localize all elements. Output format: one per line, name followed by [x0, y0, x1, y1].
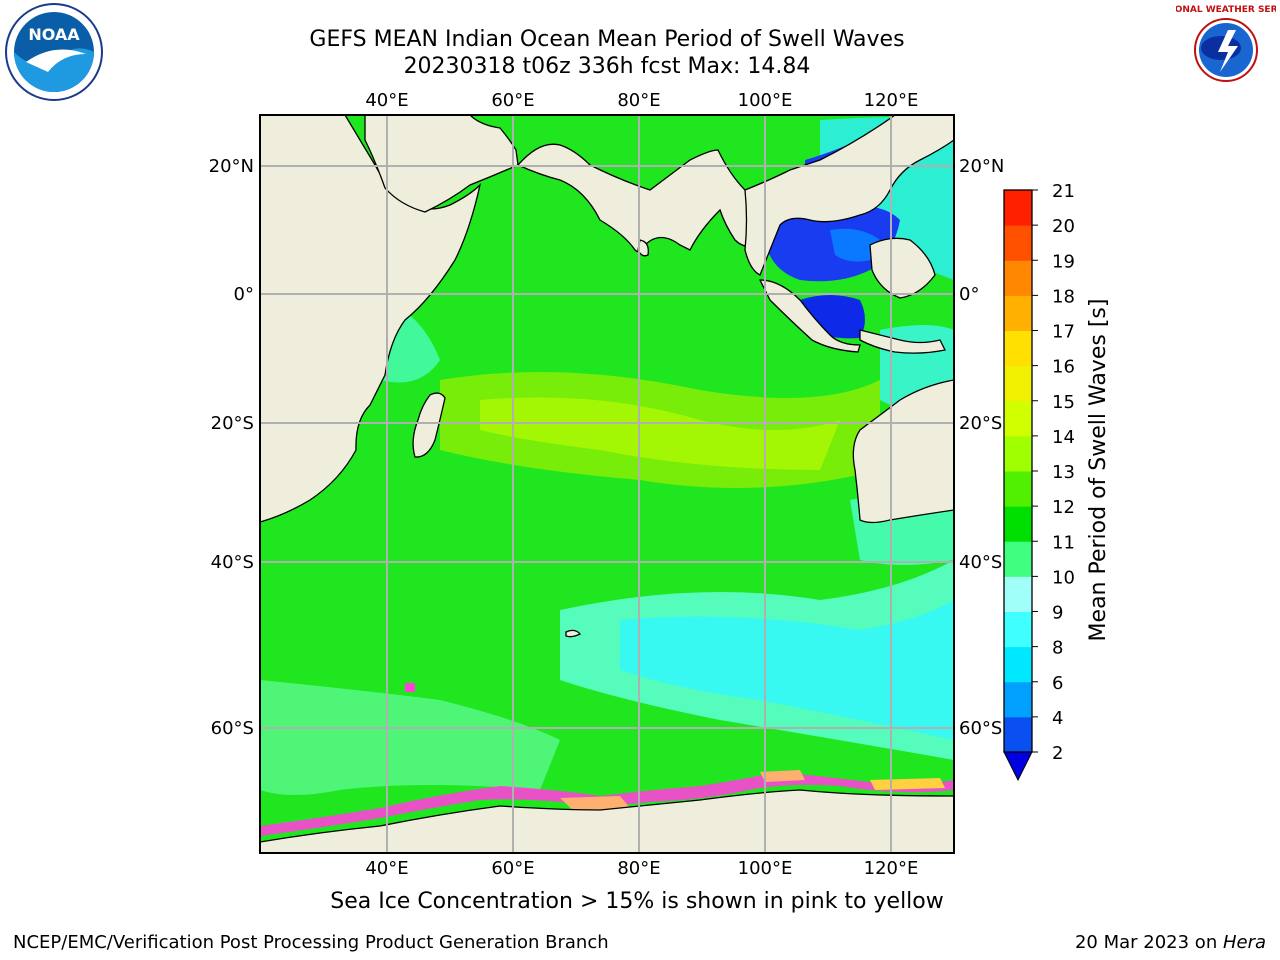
lon-label-bottom-120e: 120°E	[864, 858, 919, 879]
lon-label-top-80e: 80°E	[617, 90, 660, 111]
lat-label-right-60s: 60°S	[959, 718, 1002, 739]
lon-label-bottom-40e: 40°E	[365, 858, 408, 879]
lat-label-left-20n: 20°N	[209, 156, 254, 177]
nws-logo-text: NATIONAL WEATHER SERVICE	[1176, 5, 1276, 15]
colorbar-tick-label: 9	[1052, 603, 1063, 624]
lon-label-bottom-60e: 60°E	[491, 858, 534, 879]
lon-label-bottom-80e: 80°E	[617, 858, 660, 879]
lon-label-top-120e: 120°E	[864, 90, 919, 111]
lat-label-right-20s: 20°S	[959, 413, 1002, 434]
colorbar-under-arrow	[1003, 751, 1033, 782]
map-title: GEFS MEAN Indian Ocean Mean Period of Sw…	[309, 27, 905, 52]
colorbar-swatch	[1004, 435, 1032, 472]
colorbar-swatch	[1004, 681, 1032, 718]
footer-host: Hera	[1222, 932, 1266, 953]
colorbar-tick-label: 16	[1052, 357, 1075, 378]
colorbar-swatch	[1004, 716, 1032, 753]
footer-date-text: 20 Mar 2023 on	[1074, 932, 1223, 953]
map-frame	[259, 114, 955, 854]
lat-label-right-20n: 20°N	[959, 156, 1004, 177]
colorbar-swatch	[1004, 611, 1032, 648]
lon-label-bottom-100e: 100°E	[738, 858, 793, 879]
nws-logo: NATIONAL WEATHER SERVICE	[1151, 0, 1280, 100]
colorbar-tick-label: 14	[1052, 427, 1075, 448]
colorbar-swatch	[1004, 190, 1032, 226]
colorbar-tick-label: 19	[1052, 251, 1075, 272]
colorbar-swatch	[1004, 541, 1032, 577]
colorbar-swatch	[1004, 471, 1032, 507]
lat-label-right-0: 0°	[959, 284, 979, 305]
colorbar-tick-label: 8	[1052, 638, 1063, 659]
colorbar-tick-label: 18	[1052, 286, 1075, 307]
lat-label-left-20s: 20°S	[211, 413, 254, 434]
lon-label-top-60e: 60°E	[491, 90, 534, 111]
colorbar-swatch	[1004, 260, 1032, 296]
footer-date: 20 Mar 2023 on Hera	[1075, 932, 1266, 953]
lon-label-top-100e: 100°E	[738, 90, 793, 111]
colorbar-tick-label: 21	[1052, 181, 1075, 202]
sea-ice-caption: Sea Ice Concentration > 15% is shown in …	[330, 889, 944, 914]
colorbar: 2 4 6 8 9 10 11 12 13 14 15 16 17 18 19 20 21	[1003, 181, 1075, 782]
lon-label-top-40e: 40°E	[365, 90, 408, 111]
colorbar-swatch	[1004, 400, 1032, 437]
lat-label-left-40s: 40°S	[211, 552, 254, 573]
colorbar-tick-label: 15	[1052, 392, 1075, 413]
colorbar-tick-label: 20	[1052, 216, 1075, 237]
colorbar-tick-label: 10	[1052, 567, 1075, 588]
colorbar-swatch	[1004, 646, 1032, 683]
lat-label-left-0: 0°	[234, 284, 254, 305]
colorbar-tick-label: 13	[1052, 462, 1075, 483]
noaa-logo-text: NOAA	[28, 25, 80, 44]
colorbar-label: Mean Period of Swell Waves [s]	[1086, 299, 1111, 642]
lat-label-right-40s: 40°S	[959, 552, 1002, 573]
map-subtitle: 20230318 t06z 336h fcst Max: 14.84	[403, 54, 811, 79]
colorbar-swatch	[1004, 225, 1032, 261]
colorbar-tick-label: 2	[1052, 743, 1063, 764]
colorbar-tick-label: 4	[1052, 708, 1063, 729]
colorbar-swatch	[1004, 295, 1032, 331]
graticule	[260, 115, 954, 853]
colorbar-tick-label: 11	[1052, 532, 1075, 553]
colorbar-tick-label: 6	[1052, 673, 1063, 694]
colorbar-swatch	[1004, 506, 1032, 542]
colorbar-tick-label: 12	[1052, 497, 1075, 518]
lat-label-left-60s: 60°S	[211, 718, 254, 739]
footer-credit: NCEP/EMC/Verification Post Processing Pr…	[13, 932, 609, 953]
colorbar-swatch	[1004, 365, 1032, 402]
noaa-logo: NOAA	[4, 2, 104, 102]
colorbar-swatch	[1004, 330, 1032, 367]
colorbar-swatch	[1004, 576, 1032, 612]
colorbar-tick-label: 17	[1052, 322, 1075, 343]
